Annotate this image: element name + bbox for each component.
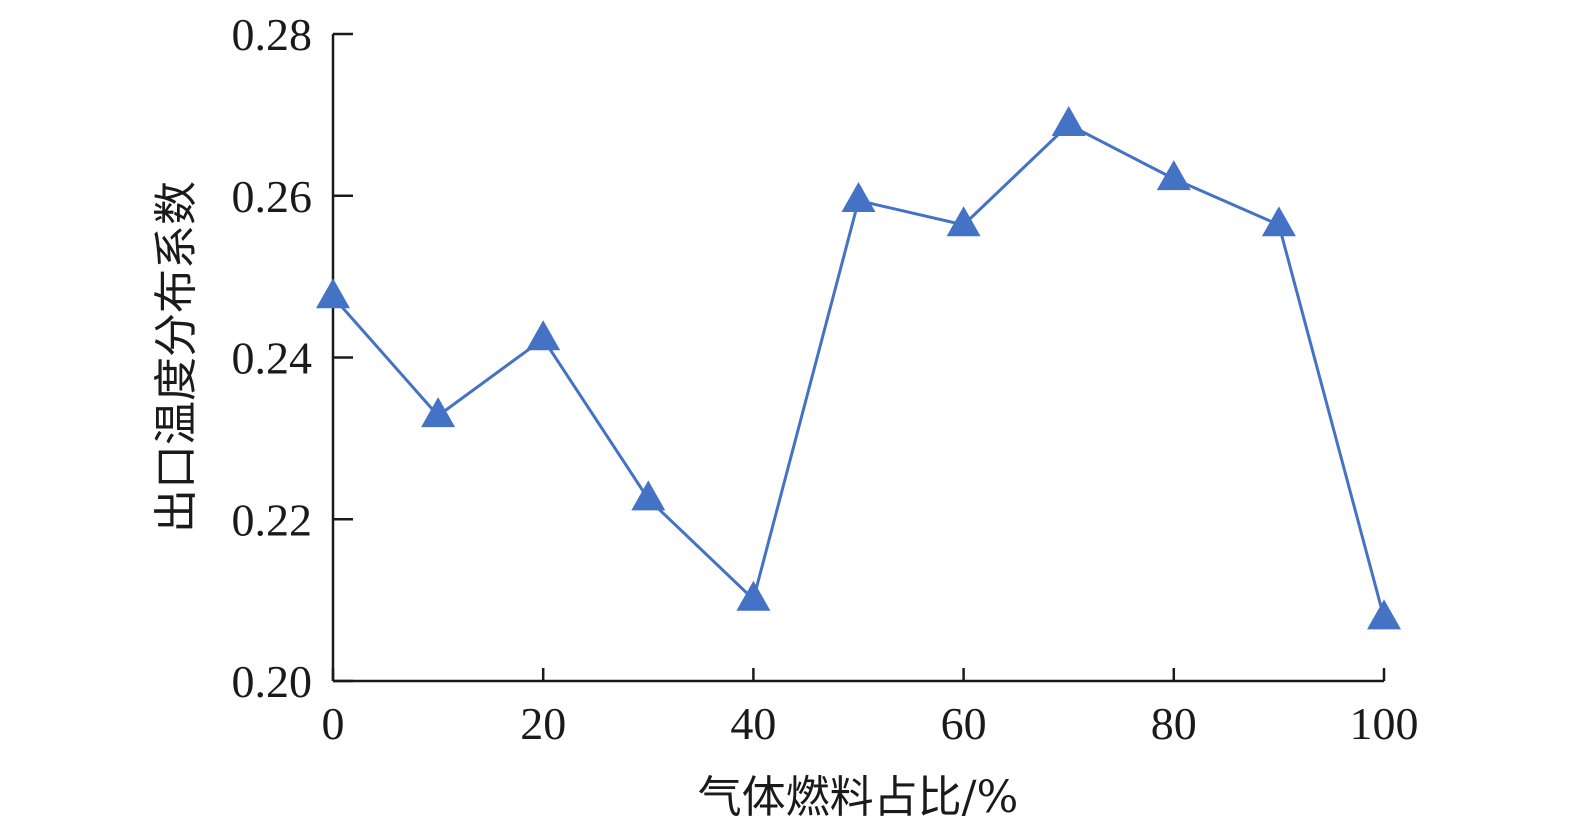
y-ticks: 0.20 0.22 0.24 0.26 0.28 — [232, 9, 353, 707]
x-tick-label: 40 — [730, 698, 776, 749]
x-tick-label: 60 — [941, 698, 987, 749]
x-tick-label: 0 — [322, 698, 345, 749]
x-tick-label: 100 — [1350, 698, 1419, 749]
data-point-marker — [1051, 105, 1086, 136]
data-point-marker — [736, 580, 771, 611]
series — [316, 105, 1401, 630]
x-axis-title: 气体燃料占比/% — [698, 772, 1019, 823]
axes — [331, 34, 1384, 683]
x-tick-label: 20 — [520, 698, 566, 749]
y-tick-label: 0.22 — [232, 494, 313, 545]
y-axis-title: 出口温度分布系数 — [151, 181, 202, 533]
y-tick-label: 0.26 — [232, 171, 313, 222]
data-point-marker — [421, 397, 456, 428]
data-point-marker — [1367, 599, 1401, 630]
data-point-marker — [946, 206, 981, 237]
y-tick-label: 0.24 — [232, 333, 313, 384]
data-point-marker — [1156, 160, 1191, 191]
data-point-marker — [316, 278, 350, 309]
x-tick-label: 80 — [1151, 698, 1197, 749]
data-point-marker — [1261, 206, 1296, 237]
x-ticks: 0 20 40 60 80 100 — [322, 668, 1419, 749]
y-tick-label: 0.20 — [232, 656, 313, 707]
data-point-marker — [631, 480, 666, 511]
data-point-marker — [526, 320, 561, 351]
data-point-marker — [841, 182, 876, 213]
y-tick-label: 0.28 — [232, 9, 313, 60]
